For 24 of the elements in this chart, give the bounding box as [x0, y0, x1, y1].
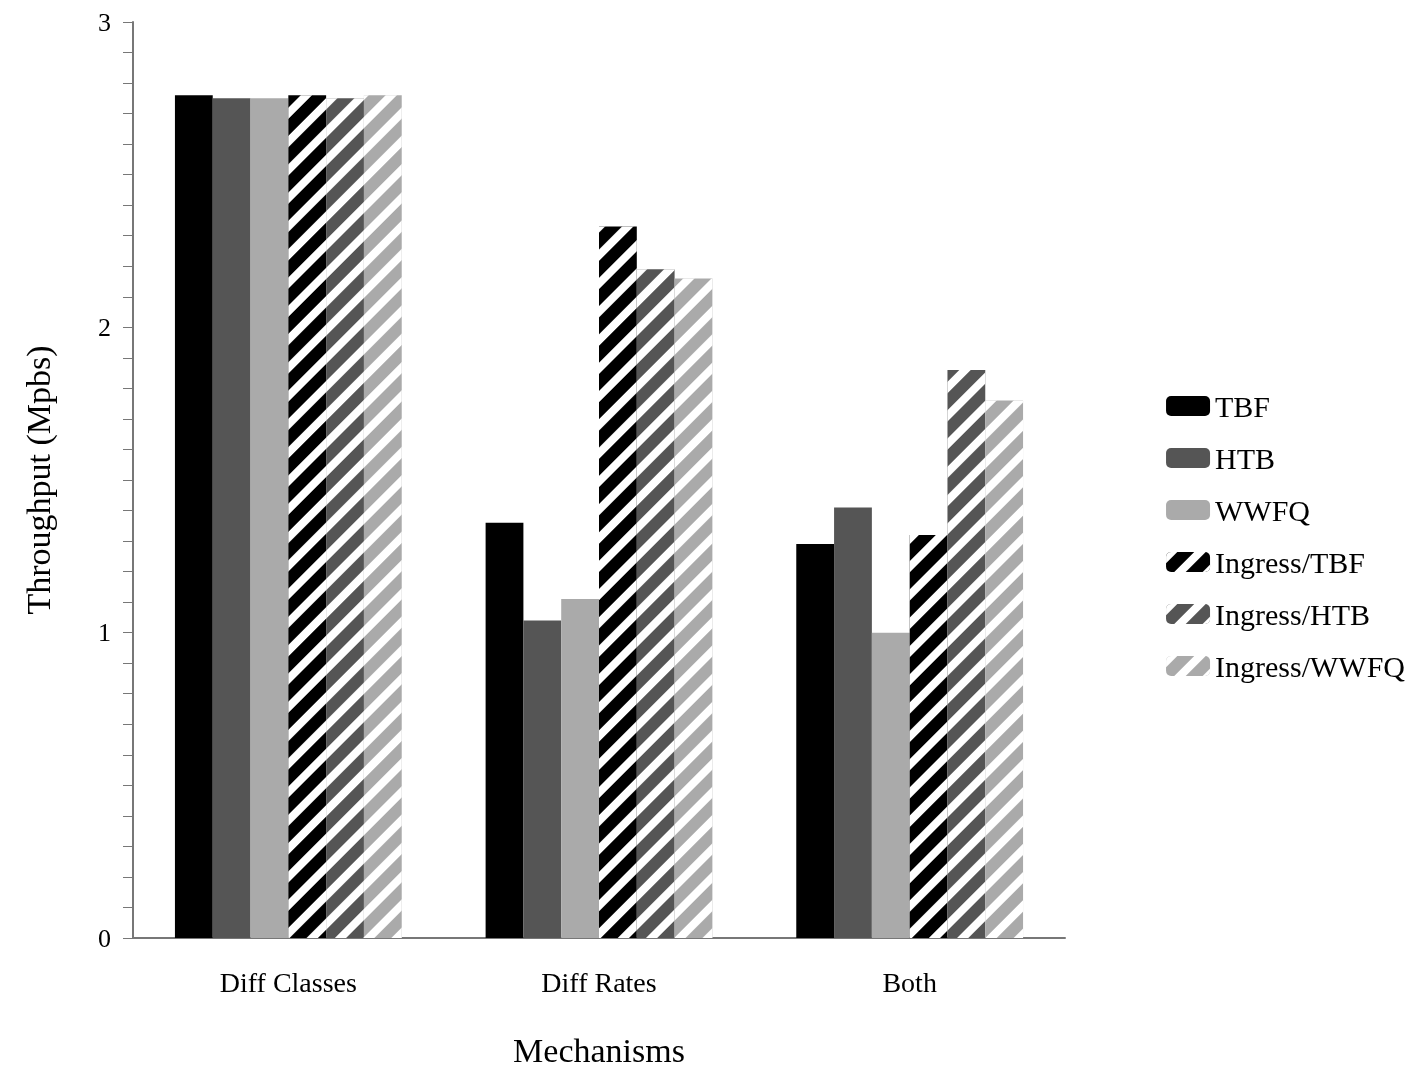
- y-tick-label: 0: [98, 923, 111, 953]
- legend-label: Ingress/WWFQ: [1215, 649, 1406, 683]
- y-tick-label: 2: [98, 312, 111, 342]
- bar: [871, 632, 910, 938]
- bar: [212, 98, 251, 938]
- x-tick-label: Diff Rates: [541, 966, 657, 998]
- bar: [174, 95, 213, 938]
- bar: [485, 522, 524, 938]
- y-axis-title: Throughput (Mpbs): [19, 345, 58, 615]
- legend-label: TBF: [1215, 389, 1271, 423]
- bar: [561, 599, 599, 938]
- legend-label: Ingress/TBF: [1215, 545, 1366, 579]
- legend-label: HTB: [1215, 441, 1276, 475]
- legend-label: Ingress/HTB: [1215, 597, 1371, 631]
- bar: [250, 98, 289, 938]
- legend-label: WWFQ: [1215, 493, 1311, 527]
- y-tick-label: 3: [98, 7, 111, 37]
- bar: [523, 620, 562, 938]
- x-tick-label: Both: [882, 966, 937, 998]
- y-tick-label: 1: [98, 618, 111, 648]
- x-tick-label: Diff Classes: [219, 966, 357, 998]
- bar: [834, 507, 872, 938]
- x-axis-title: Mechanisms: [513, 1031, 685, 1069]
- bar: [796, 544, 835, 938]
